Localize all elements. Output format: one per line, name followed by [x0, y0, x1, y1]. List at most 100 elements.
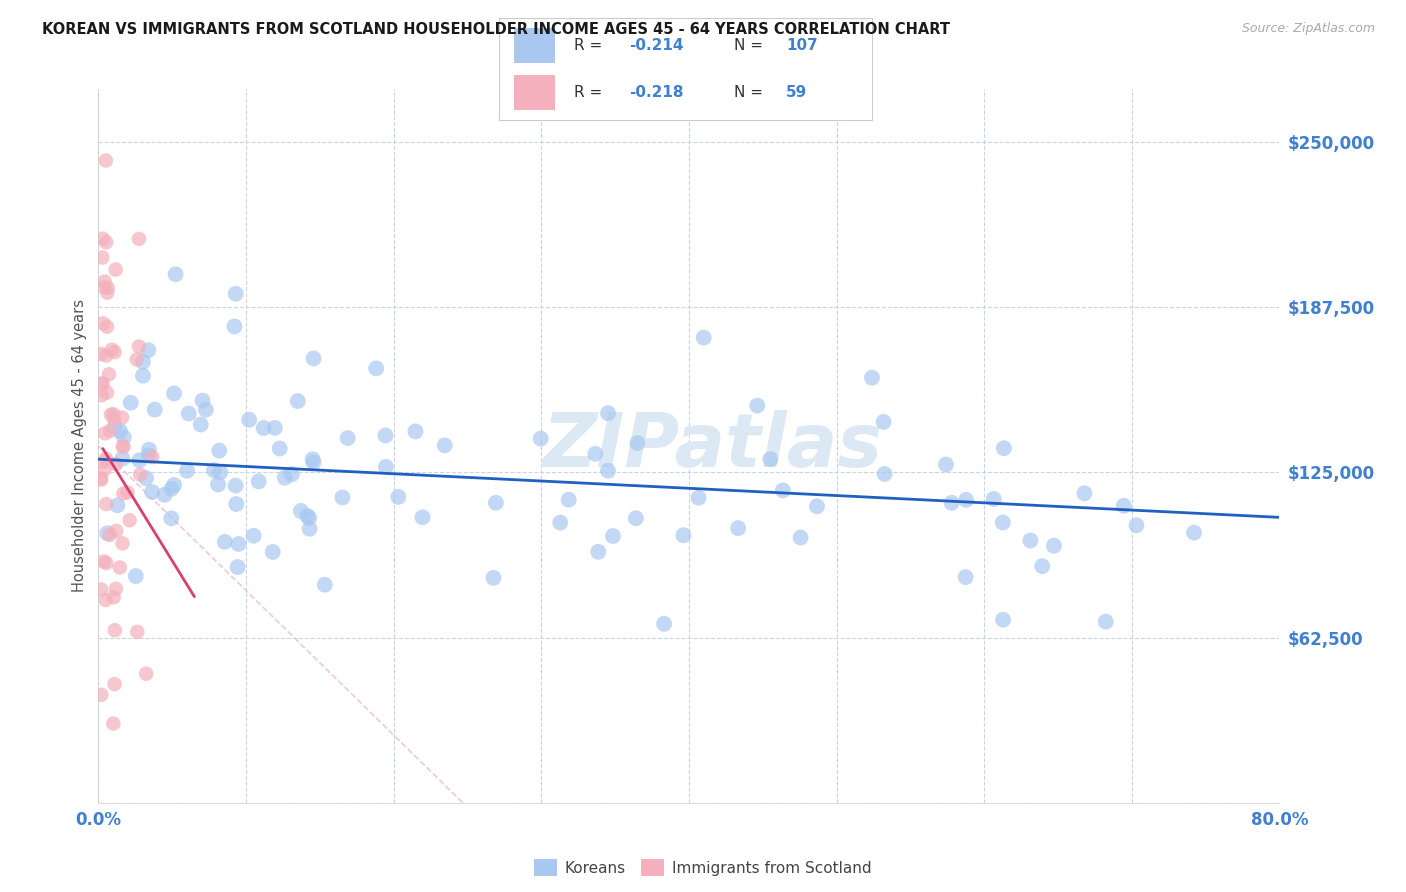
Point [103, 716, 125, 731]
Point [132, 355, 155, 369]
Point [91, 251, 114, 265]
Point [91, 317, 114, 331]
Point [290, 504, 312, 518]
Point [117, 485, 139, 500]
Text: N =: N = [734, 86, 768, 100]
Point [191, 393, 214, 408]
Point [1031, 559, 1053, 574]
Point [302, 351, 325, 366]
Point [165, 267, 187, 281]
Point [336, 431, 359, 445]
Point [160, 482, 183, 496]
Point [789, 531, 811, 545]
Point [128, 340, 150, 354]
Point [194, 402, 217, 417]
Point [103, 677, 125, 691]
Point [238, 413, 260, 427]
Point [557, 492, 579, 507]
Point [225, 478, 247, 492]
Point [125, 569, 148, 583]
Point [411, 510, 433, 524]
Point [1125, 518, 1147, 533]
Point [747, 399, 769, 413]
Point [90, 471, 112, 485]
Point [138, 343, 160, 358]
Point [993, 441, 1015, 455]
Point [125, 352, 148, 367]
Point [262, 545, 284, 559]
Point [98, 528, 121, 542]
Point [163, 478, 186, 492]
Point [314, 578, 336, 592]
Point [100, 408, 122, 422]
Point [128, 453, 150, 467]
Point [672, 528, 695, 542]
Point [1019, 533, 1042, 548]
FancyBboxPatch shape [515, 75, 555, 110]
Point [596, 464, 619, 478]
Point [177, 407, 200, 421]
Point [225, 286, 247, 301]
Point [96, 349, 118, 363]
Point [104, 262, 127, 277]
Point [91, 376, 114, 391]
Point [626, 436, 648, 450]
Point [138, 442, 160, 457]
Point [253, 421, 276, 435]
Point [225, 497, 247, 511]
Text: KOREAN VS IMMIGRANTS FROM SCOTLAND HOUSEHOLDER INCOME AGES 45 - 64 YEARS CORRELA: KOREAN VS IMMIGRANTS FROM SCOTLAND HOUSE… [42, 22, 950, 37]
Point [301, 452, 323, 467]
Point [101, 343, 124, 357]
Point [118, 513, 141, 527]
Point [120, 395, 142, 409]
Y-axis label: Householder Income Ages 45 - 64 years: Householder Income Ages 45 - 64 years [72, 300, 87, 592]
Point [111, 536, 134, 550]
Point [104, 582, 127, 596]
Point [97, 281, 120, 295]
Point [135, 666, 157, 681]
Point [107, 499, 129, 513]
Point [96, 319, 118, 334]
Point [287, 394, 309, 409]
Point [530, 432, 553, 446]
Point [693, 331, 716, 345]
Point [127, 624, 149, 639]
Point [1043, 539, 1066, 553]
Point [111, 410, 134, 425]
Point [332, 491, 354, 505]
Point [433, 438, 456, 452]
Point [96, 497, 118, 511]
Point [588, 545, 610, 559]
Point [96, 235, 118, 250]
Text: R =: R = [574, 86, 607, 100]
Text: -0.218: -0.218 [630, 86, 685, 100]
Point [103, 407, 125, 421]
Point [759, 452, 782, 467]
Point [269, 442, 291, 456]
Point [387, 490, 409, 504]
Point [94, 451, 117, 466]
Point [226, 560, 249, 574]
Point [1073, 486, 1095, 500]
Point [207, 477, 229, 491]
Point [91, 232, 114, 246]
Point [274, 471, 297, 485]
Point [935, 458, 957, 472]
Point [485, 496, 508, 510]
Point [112, 440, 135, 454]
Point [132, 368, 155, 383]
Point [624, 511, 647, 525]
Point [242, 529, 264, 543]
Point [129, 467, 152, 482]
Point [281, 467, 304, 482]
Point [208, 443, 231, 458]
Point [153, 488, 176, 502]
Point [138, 448, 160, 462]
Point [94, 593, 117, 607]
Point [404, 425, 426, 439]
Point [93, 280, 115, 294]
Point [302, 455, 325, 469]
Point [94, 153, 117, 168]
Point [602, 529, 624, 543]
Point [202, 463, 225, 477]
